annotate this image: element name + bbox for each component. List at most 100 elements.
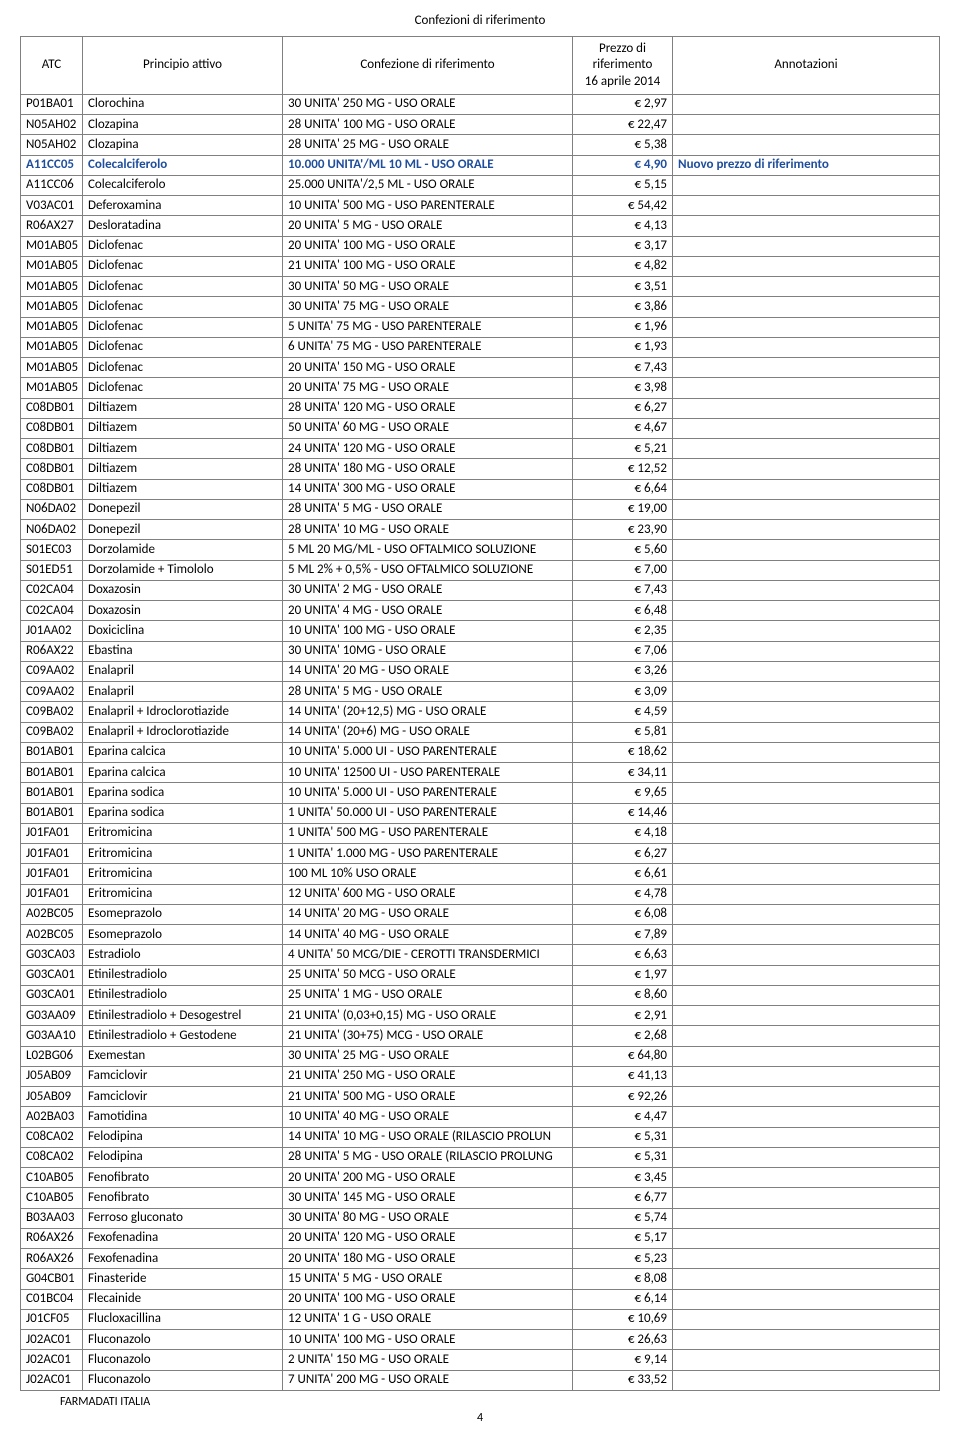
cell-conf: 14 UNITA' (20+12,5) MG - USO ORALE: [283, 702, 573, 722]
cell-atc: B01AB01: [21, 803, 83, 823]
cell-conf: 1 UNITA' 50.000 UI - USO PARENTERALE: [283, 803, 573, 823]
cell-atc: R06AX26: [21, 1228, 83, 1248]
cell-prin: Esomeprazolo: [83, 925, 283, 945]
cell-conf: 10 UNITA' 40 MG - USO ORALE: [283, 1107, 573, 1127]
cell-ann: [673, 904, 940, 924]
table-row: C08DB01Diltiazem28 UNITA' 120 MG - USO O…: [21, 398, 940, 418]
cell-ann: [673, 742, 940, 762]
table-row: R06AX22Ebastina30 UNITA' 10MG - USO ORAL…: [21, 641, 940, 661]
cell-atc: J01CF05: [21, 1309, 83, 1329]
cell-prin: Flucloxacillina: [83, 1309, 283, 1329]
table-row: R06AX26Fexofenadina20 UNITA' 120 MG - US…: [21, 1228, 940, 1248]
cell-prezzo: € 3,26: [573, 661, 673, 681]
table-row: B01AB01Eparina sodica1 UNITA' 50.000 UI …: [21, 803, 940, 823]
cell-atc: C09BA02: [21, 722, 83, 742]
cell-atc: C09BA02: [21, 702, 83, 722]
cell-conf: 10 UNITA' 12500 UI - USO PARENTERALE: [283, 763, 573, 783]
cell-prezzo: € 8,60: [573, 985, 673, 1005]
header-confezione: Confezione di riferimento: [283, 37, 573, 95]
table-row: J01FA01Eritromicina1 UNITA' 500 MG - USO…: [21, 823, 940, 843]
cell-atc: G03AA09: [21, 1006, 83, 1026]
cell-ann: [673, 94, 940, 114]
cell-atc: A02BC05: [21, 904, 83, 924]
cell-conf: 5 UNITA' 75 MG - USO PARENTERALE: [283, 317, 573, 337]
table-row: B01AB01Eparina calcica10 UNITA' 12500 UI…: [21, 763, 940, 783]
cell-prezzo: € 6,08: [573, 904, 673, 924]
document-title: Confezioni di riferimento: [20, 13, 940, 28]
table-row: C02CA04Doxazosin20 UNITA' 4 MG - USO ORA…: [21, 601, 940, 621]
cell-prezzo: € 4,13: [573, 216, 673, 236]
cell-ann: [673, 317, 940, 337]
cell-ann: [673, 115, 940, 135]
cell-prezzo: € 4,59: [573, 702, 673, 722]
cell-prezzo: € 92,26: [573, 1087, 673, 1107]
cell-prezzo: € 54,42: [573, 196, 673, 216]
cell-prezzo: € 5,81: [573, 722, 673, 742]
cell-prezzo: € 18,62: [573, 742, 673, 762]
cell-prezzo: € 22,47: [573, 115, 673, 135]
cell-ann: [673, 1330, 940, 1350]
cell-prezzo: € 4,90: [573, 155, 673, 175]
cell-prin: Flecainide: [83, 1289, 283, 1309]
cell-conf: 25 UNITA' 50 MCG - USO ORALE: [283, 965, 573, 985]
cell-prin: Eparina calcica: [83, 742, 283, 762]
cell-ann: [673, 580, 940, 600]
table-row: C01BC04Flecainide20 UNITA' 100 MG - USO …: [21, 1289, 940, 1309]
table-row: C08DB01Diltiazem24 UNITA' 120 MG - USO O…: [21, 439, 940, 459]
cell-prin: Diclofenac: [83, 317, 283, 337]
cell-atc: M01AB05: [21, 256, 83, 276]
cell-conf: 20 UNITA' 180 MG - USO ORALE: [283, 1249, 573, 1269]
cell-prezzo: € 23,90: [573, 520, 673, 540]
cell-prin: Felodipina: [83, 1147, 283, 1167]
cell-ann: [673, 1350, 940, 1370]
cell-atc: G03AA10: [21, 1026, 83, 1046]
cell-conf: 4 UNITA' 50 MCG/DIE - CEROTTI TRANSDERMI…: [283, 945, 573, 965]
cell-ann: [673, 135, 940, 155]
cell-ann: [673, 702, 940, 722]
cell-conf: 1 UNITA' 500 MG - USO PARENTERALE: [283, 823, 573, 843]
cell-conf: 1 UNITA' 1.000 MG - USO PARENTERALE: [283, 844, 573, 864]
cell-conf: 20 UNITA' 100 MG - USO ORALE: [283, 236, 573, 256]
cell-ann: [673, 175, 940, 195]
cell-conf: 21 UNITA' (30+75) MCG - USO ORALE: [283, 1026, 573, 1046]
cell-ann: [673, 236, 940, 256]
cell-atc: N06DA02: [21, 499, 83, 519]
table-row: C02CA04Doxazosin30 UNITA' 2 MG - USO ORA…: [21, 580, 940, 600]
table-row: C08CA02Felodipina14 UNITA' 10 MG - USO O…: [21, 1127, 940, 1147]
cell-prezzo: € 10,69: [573, 1309, 673, 1329]
table-row: C08DB01Diltiazem14 UNITA' 300 MG - USO O…: [21, 479, 940, 499]
cell-atc: C08CA02: [21, 1147, 83, 1167]
cell-prezzo: € 5,23: [573, 1249, 673, 1269]
table-row: M01AB05Diclofenac20 UNITA' 75 MG - USO O…: [21, 378, 940, 398]
cell-ann: [673, 560, 940, 580]
cell-prezzo: € 6,48: [573, 601, 673, 621]
cell-prin: Desloratadina: [83, 216, 283, 236]
cell-conf: 24 UNITA' 120 MG - USO ORALE: [283, 439, 573, 459]
cell-atc: A11CC06: [21, 175, 83, 195]
table-row: N05AH02Clozapina28 UNITA' 25 MG - USO OR…: [21, 135, 940, 155]
cell-atc: J01FA01: [21, 823, 83, 843]
cell-conf: 28 UNITA' 180 MG - USO ORALE: [283, 459, 573, 479]
cell-conf: 30 UNITA' 145 MG - USO ORALE: [283, 1188, 573, 1208]
header-prezzo: Prezzo di riferimento 16 aprile 2014: [573, 37, 673, 95]
cell-conf: 10 UNITA' 500 MG - USO PARENTERALE: [283, 196, 573, 216]
cell-atc: C08DB01: [21, 479, 83, 499]
cell-prezzo: € 1,93: [573, 337, 673, 357]
table-row: J01CF05Flucloxacillina12 UNITA' 1 G - US…: [21, 1309, 940, 1329]
cell-prezzo: € 1,97: [573, 965, 673, 985]
cell-ann: [673, 763, 940, 783]
cell-prin: Fluconazolo: [83, 1370, 283, 1390]
cell-ann: [673, 1168, 940, 1188]
cell-ann: [673, 520, 940, 540]
cell-prezzo: € 5,21: [573, 439, 673, 459]
cell-prezzo: € 34,11: [573, 763, 673, 783]
cell-prezzo: € 2,35: [573, 621, 673, 641]
cell-ann: [673, 1188, 940, 1208]
cell-prin: Diltiazem: [83, 439, 283, 459]
cell-prin: Eritromicina: [83, 844, 283, 864]
cell-conf: 10.000 UNITA'/ML 10 ML - USO ORALE: [283, 155, 573, 175]
cell-prezzo: € 3,17: [573, 236, 673, 256]
table-row: A11CC06Colecalciferolo25.000 UNITA'/2,5 …: [21, 175, 940, 195]
cell-prin: Enalapril + Idroclorotiazide: [83, 722, 283, 742]
cell-prezzo: € 1,96: [573, 317, 673, 337]
